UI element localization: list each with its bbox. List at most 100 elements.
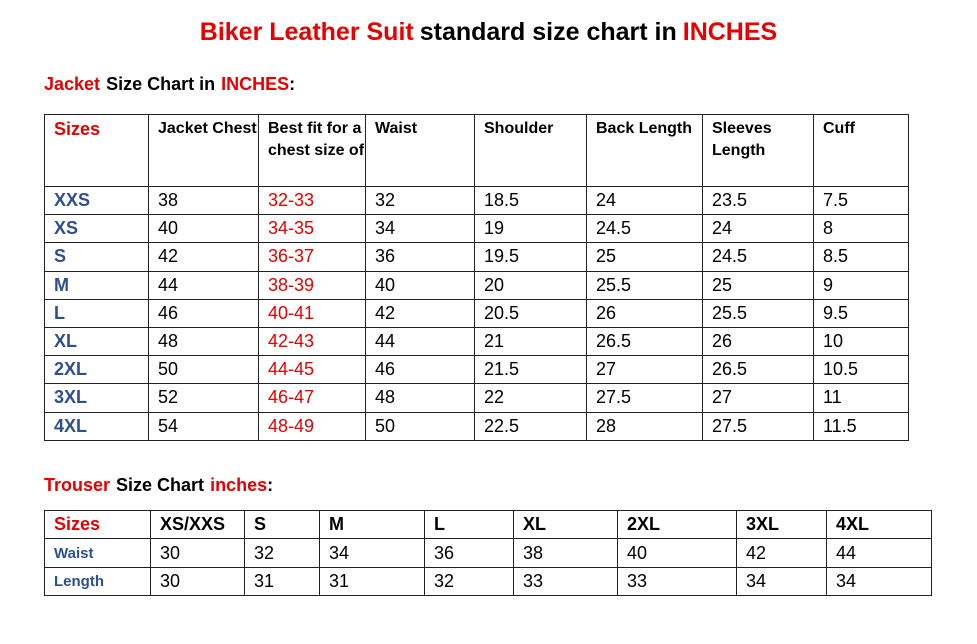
- title-part: Biker Leather Suit: [199, 18, 414, 46]
- value-cell: 8: [813, 214, 909, 244]
- value-cell: 9: [813, 270, 909, 300]
- value-cell: 54: [148, 411, 259, 441]
- value-cell: 40: [148, 214, 259, 244]
- value-cell: 10: [813, 326, 909, 357]
- jacket-heading: Jacket Size Chart in INCHES:: [44, 74, 295, 95]
- value-cell: 46: [148, 298, 259, 328]
- value-cell: 27.5: [586, 383, 703, 413]
- header-cell: Sleeves Length: [702, 114, 814, 187]
- value-cell: 11: [813, 383, 909, 413]
- value-cell: 36: [424, 538, 514, 568]
- value-cell: 48: [365, 383, 475, 413]
- data-row: 3XL 52 46-47 48 22 27.5 27 11: [44, 383, 909, 413]
- value-cell: 48-49: [258, 411, 366, 441]
- value-cell: 26.5: [586, 326, 703, 357]
- value-cell: 9.5: [813, 298, 909, 328]
- heading-part: Jacket: [44, 74, 101, 94]
- row-label: Waist: [44, 538, 151, 568]
- value-cell: 34: [826, 566, 932, 597]
- value-cell: 33: [617, 566, 737, 597]
- size-cell: XL: [44, 326, 149, 357]
- data-row: Waist 30 32 34 36 38 40 42 44: [44, 538, 932, 568]
- data-row: S 42 36-37 36 19.5 25 24.5 8.5: [44, 242, 909, 272]
- header-cell: Sizes: [44, 114, 149, 187]
- value-cell: 24: [702, 214, 814, 244]
- value-cell: 46: [365, 355, 475, 385]
- value-cell: 32: [365, 185, 475, 216]
- value-cell: 25.5: [586, 270, 703, 300]
- heading-part: INCHES: [221, 74, 290, 94]
- data-row: 4XL 54 48-49 50 22.5 28 27.5 11.5: [44, 411, 909, 441]
- header-cell: 4XL: [826, 509, 932, 540]
- size-cell: S: [44, 242, 149, 272]
- value-cell: 34: [319, 538, 425, 568]
- row-label: Length: [44, 566, 151, 597]
- header-cell: Cuff: [813, 114, 909, 187]
- value-cell: 44: [826, 538, 932, 568]
- value-cell: 38: [148, 185, 259, 216]
- value-cell: 30: [150, 538, 245, 568]
- data-row: Length 30 31 31 32 33 33 34 34: [44, 566, 932, 597]
- size-cell: M: [44, 270, 149, 300]
- value-cell: 32: [424, 566, 514, 597]
- value-cell: 44: [365, 326, 475, 357]
- size-cell: L: [44, 298, 149, 328]
- value-cell: 38-39: [258, 270, 366, 300]
- value-cell: 18.5: [474, 185, 587, 216]
- data-row: XXS 38 32-33 32 18.5 24 23.5 7.5: [44, 185, 909, 216]
- data-row: 2XL 50 44-45 46 21.5 27 26.5 10.5: [44, 355, 909, 385]
- value-cell: 42-43: [258, 326, 366, 357]
- value-cell: 27.5: [702, 411, 814, 441]
- value-cell: 33: [513, 566, 618, 597]
- value-cell: 42: [365, 298, 475, 328]
- value-cell: 27: [702, 383, 814, 413]
- header-cell: Shoulder: [474, 114, 587, 187]
- title-part: standard size chart in: [419, 18, 677, 46]
- value-cell: 25.5: [702, 298, 814, 328]
- value-cell: 42: [736, 538, 827, 568]
- header-cell: Best fit for a chest size of: [258, 114, 366, 187]
- value-cell: 20: [474, 270, 587, 300]
- header-cell: S: [244, 509, 320, 540]
- header-cell: Sizes: [44, 509, 151, 540]
- value-cell: 46-47: [258, 383, 366, 413]
- value-cell: 44-45: [258, 355, 366, 385]
- heading-part: Size Chart: [116, 475, 205, 495]
- jacket-table: Sizes Jacket Chest Best fit for a chest si…: [44, 114, 909, 441]
- header-cell: XL: [513, 509, 618, 540]
- size-cell: 4XL: [44, 411, 149, 441]
- value-cell: 40: [365, 270, 475, 300]
- trouser-table: Sizes XS/XXS S M L XL 2XL 3XL 4XL Waist 30 32 34 36 38…: [44, 509, 932, 597]
- value-cell: 26.5: [702, 355, 814, 385]
- value-cell: 8.5: [813, 242, 909, 272]
- heading-part: Size Chart in: [106, 74, 216, 94]
- value-cell: 31: [319, 566, 425, 597]
- value-cell: 38: [513, 538, 618, 568]
- data-row: XS 40 34-35 34 19 24.5 24 8: [44, 214, 909, 244]
- header-cell: L: [424, 509, 514, 540]
- value-cell: 40-41: [258, 298, 366, 328]
- data-row: L 46 40-41 42 20.5 26 25.5 9.5: [44, 298, 909, 328]
- value-cell: 42: [148, 242, 259, 272]
- heading-part: inches: [210, 475, 268, 495]
- data-row: XL 48 42-43 44 21 26.5 26 10: [44, 326, 909, 357]
- size-cell: XS: [44, 214, 149, 244]
- value-cell: 22.5: [474, 411, 587, 441]
- value-cell: 32: [244, 538, 320, 568]
- header-cell: Waist: [365, 114, 475, 187]
- value-cell: 26: [702, 326, 814, 357]
- value-cell: 40: [617, 538, 737, 568]
- value-cell: 20.5: [474, 298, 587, 328]
- header-row: Sizes Jacket Chest Best fit for a chest si…: [44, 114, 909, 187]
- value-cell: 21.5: [474, 355, 587, 385]
- header-cell: Jacket Chest: [148, 114, 259, 187]
- value-cell: 25: [702, 270, 814, 300]
- header-cell: XS/XXS: [150, 509, 245, 540]
- value-cell: 10.5: [813, 355, 909, 385]
- value-cell: 25: [586, 242, 703, 272]
- heading-part: Trouser: [44, 475, 111, 495]
- value-cell: 26: [586, 298, 703, 328]
- value-cell: 34: [365, 214, 475, 244]
- value-cell: 24.5: [586, 214, 703, 244]
